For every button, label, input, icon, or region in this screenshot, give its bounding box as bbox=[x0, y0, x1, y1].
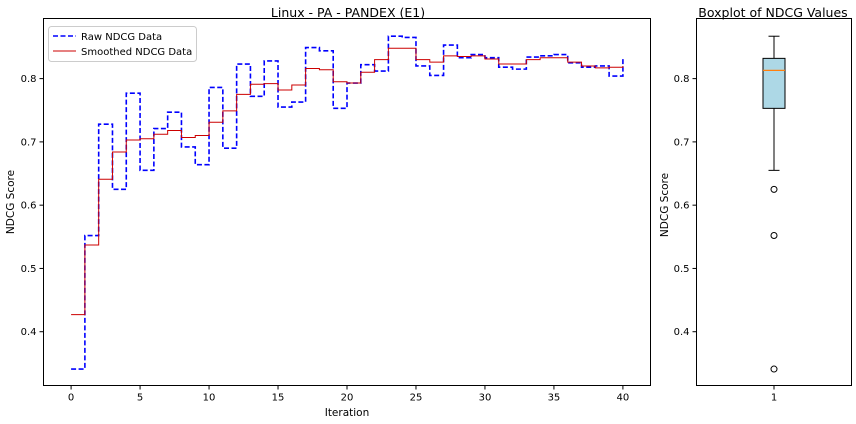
x-tick-label: 10 bbox=[203, 393, 216, 404]
legend: Raw NDCG Data Smoothed NDCG Data bbox=[48, 26, 197, 62]
boxplot-area bbox=[762, 35, 786, 373]
boxplot-y-tick-label: 0.6 bbox=[674, 201, 690, 212]
boxplot-y-axis-label: NDCG Score bbox=[659, 173, 671, 237]
x-tick-label: 20 bbox=[341, 393, 354, 404]
line-chart: Linux - PA - PANDEX (E1) 0 5 10 15 20 25 30 35 4… bbox=[5, 5, 651, 419]
x-tick-label: 15 bbox=[272, 393, 285, 404]
y-tick-label: 0.5 bbox=[21, 264, 37, 275]
outlier-point bbox=[770, 232, 778, 240]
boxplot-chart: Boxplot of NDCG Values 1 0.4 0.5 0.6 0.7 0.8… bbox=[659, 5, 852, 404]
y-axis: 0.4 0.5 0.6 0.7 0.8 bbox=[21, 74, 44, 338]
x-axis-label: Iteration bbox=[325, 407, 370, 419]
x-tick-label: 25 bbox=[410, 393, 423, 404]
smoothed-ndcg-series bbox=[71, 47, 624, 316]
boxplot-title: Boxplot of NDCG Values bbox=[698, 5, 847, 20]
boxplot-y-tick-label: 0.5 bbox=[674, 264, 690, 275]
boxplot-y-tick-label: 0.4 bbox=[674, 327, 690, 338]
boxplot-y-tick-label: 0.7 bbox=[674, 137, 690, 148]
legend-box bbox=[48, 26, 197, 62]
outlier-point bbox=[770, 185, 778, 193]
y-tick-label: 0.6 bbox=[21, 201, 37, 212]
chart-title: Linux - PA - PANDEX (E1) bbox=[271, 5, 425, 20]
x-axis: 0 5 10 15 20 25 30 35 40 bbox=[68, 385, 630, 404]
boxplot-y-tick-label: 0.8 bbox=[674, 74, 690, 85]
x-tick-label: 35 bbox=[548, 393, 561, 404]
boxplot-y-axis: 0.4 0.5 0.6 0.7 0.8 bbox=[674, 74, 697, 338]
y-axis-label: NDCG Score bbox=[5, 170, 17, 234]
boxplot-x-axis: 1 bbox=[771, 385, 777, 404]
legend-label-raw: Raw NDCG Data bbox=[81, 32, 162, 43]
y-tick-label: 0.4 bbox=[21, 327, 37, 338]
x-tick-label: 0 bbox=[68, 393, 74, 404]
plot-frame bbox=[43, 18, 651, 386]
boxplot-x-tick-label: 1 bbox=[771, 393, 777, 404]
x-tick-label: 40 bbox=[617, 393, 630, 404]
x-tick-label: 30 bbox=[479, 393, 492, 404]
outlier-point bbox=[770, 365, 778, 373]
raw-ndcg-series bbox=[71, 35, 624, 370]
iqr-box bbox=[762, 57, 786, 109]
x-tick-label: 5 bbox=[137, 393, 143, 404]
y-tick-label: 0.7 bbox=[21, 137, 37, 148]
plot-area bbox=[71, 35, 624, 370]
y-tick-label: 0.8 bbox=[21, 74, 37, 85]
legend-label-smoothed: Smoothed NDCG Data bbox=[81, 47, 192, 58]
